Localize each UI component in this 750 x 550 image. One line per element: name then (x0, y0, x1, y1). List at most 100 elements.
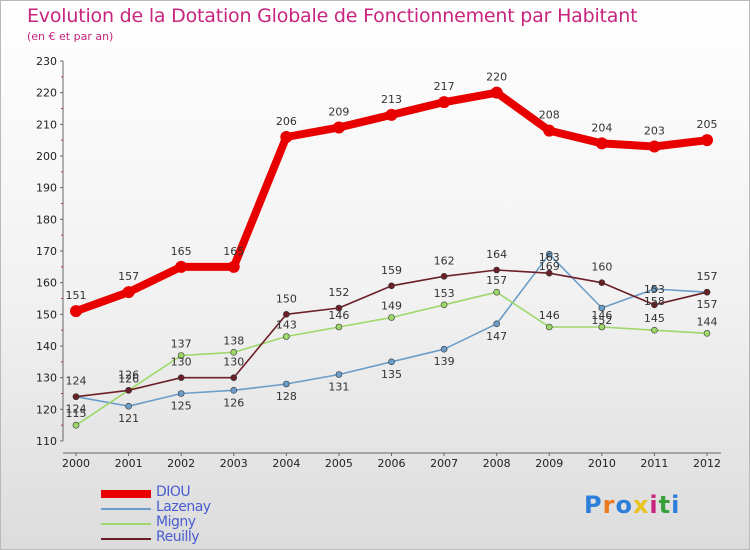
logo-letter: P (584, 491, 603, 519)
legend-swatch-migny (101, 523, 151, 525)
data-label-migny: 146 (591, 309, 612, 322)
data-point-diou (70, 305, 82, 318)
data-label-diou: 206 (276, 115, 297, 128)
legend-swatch-reuilly (101, 538, 151, 540)
data-point-migny (598, 323, 606, 331)
data-label-diou: 205 (697, 118, 718, 131)
x-tick-label: 2000 (62, 457, 90, 470)
data-label-lazenay: 139 (434, 355, 455, 368)
data-label-reuilly: 153 (644, 283, 665, 296)
data-label-lazenay: 152 (591, 314, 612, 327)
data-label-migny: 145 (644, 312, 665, 325)
y-tick-label: 170 (36, 245, 57, 258)
data-point-migny (177, 352, 185, 359)
chart-subtitle: (en € et par an) (27, 30, 114, 43)
x-tick-label: 2010 (588, 457, 616, 470)
data-label-reuilly: 159 (381, 264, 402, 277)
data-label-reuilly: 164 (486, 248, 507, 261)
data-point-migny (545, 323, 553, 331)
data-point-diou (701, 134, 713, 147)
data-label-lazenay: 126 (223, 396, 244, 409)
data-label-diou: 165 (223, 245, 244, 258)
data-label-diou: 220 (486, 71, 507, 84)
legend-label-migny: Migny (156, 514, 196, 530)
y-tick-label: 130 (36, 372, 57, 385)
data-label-migny: 137 (171, 338, 192, 351)
data-label-lazenay: 169 (539, 260, 560, 273)
data-label-lazenay: 131 (328, 381, 349, 394)
data-label-migny: 146 (539, 309, 560, 322)
data-point-migny (651, 326, 658, 334)
x-tick-label: 2009 (535, 457, 563, 470)
series-line-diou (72, 88, 711, 316)
logo-letter: x (632, 491, 650, 519)
data-point-diou (438, 96, 451, 109)
data-label-migny: 157 (486, 274, 507, 287)
chart-title: Evolution de la Dotation Globale de Fonc… (27, 5, 638, 27)
data-label-reuilly: 126 (118, 368, 139, 381)
data-label-diou: 165 (171, 245, 192, 258)
data-point-reuilly (493, 266, 500, 274)
data-label-reuilly: 160 (591, 261, 612, 274)
legend-label-reuilly: Reuilly (156, 529, 200, 545)
data-label-lazenay: 121 (118, 412, 139, 425)
data-label-migny: 126 (118, 372, 139, 385)
data-point-lazenay (230, 387, 238, 394)
data-point-lazenay (388, 358, 395, 366)
y-tick-label: 220 (36, 87, 57, 100)
data-label-migny: 144 (697, 315, 718, 328)
x-tick-label: 2002 (167, 457, 195, 470)
series-line-lazenay (75, 253, 708, 407)
data-point-migny (72, 421, 80, 429)
data-label-migny: 143 (276, 319, 297, 332)
data-point-reuilly (177, 374, 185, 381)
data-label-reuilly: 124 (66, 375, 87, 388)
data-point-reuilly (283, 311, 290, 318)
data-label-lazenay: 147 (486, 330, 507, 343)
y-tick-label: 180 (36, 213, 57, 226)
data-point-diou (332, 121, 345, 134)
logo-letter: i (671, 491, 681, 519)
legend-swatch-lazenay (101, 508, 151, 510)
data-point-diou (280, 131, 293, 143)
legend-label-lazenay: Lazenay (156, 499, 211, 515)
y-tick-label: 230 (36, 55, 57, 68)
data-label-migny: 115 (66, 407, 87, 420)
data-point-reuilly (72, 393, 80, 400)
y-tick-label: 120 (36, 403, 57, 416)
data-label-diou: 204 (591, 121, 612, 134)
data-point-diou (385, 108, 398, 121)
data-label-reuilly: 162 (434, 254, 455, 267)
proxiti-logo: Proxiti (584, 491, 680, 519)
data-label-lazenay: 135 (381, 368, 402, 381)
data-label-migny: 138 (223, 334, 244, 347)
y-tick-label: 190 (36, 182, 57, 195)
data-point-lazenay (493, 320, 500, 328)
y-tick-label: 140 (36, 340, 57, 353)
data-point-migny (493, 288, 500, 296)
x-tick-label: 2003 (220, 457, 248, 470)
data-label-lazenay: 157 (697, 298, 718, 311)
data-point-reuilly (440, 273, 448, 280)
data-label-reuilly: 163 (539, 251, 560, 264)
data-label-diou: 203 (644, 125, 665, 138)
x-tick-label: 2008 (483, 457, 511, 470)
data-point-diou (122, 286, 135, 299)
data-label-lazenay: 158 (644, 295, 665, 308)
data-point-reuilly (651, 301, 658, 309)
data-label-reuilly: 152 (328, 286, 349, 299)
data-point-reuilly (598, 279, 606, 286)
data-point-migny (440, 301, 448, 309)
data-point-reuilly (545, 269, 553, 277)
data-point-diou (227, 260, 240, 273)
data-label-diou: 157 (118, 270, 139, 283)
data-point-lazenay (335, 371, 343, 378)
data-label-reuilly: 150 (276, 292, 297, 305)
data-point-migny (283, 333, 290, 340)
x-tick-label: 2005 (325, 457, 353, 470)
x-tick-label: 2012 (693, 457, 721, 470)
data-label-lazenay: 124 (66, 403, 87, 416)
data-point-lazenay (545, 250, 553, 258)
